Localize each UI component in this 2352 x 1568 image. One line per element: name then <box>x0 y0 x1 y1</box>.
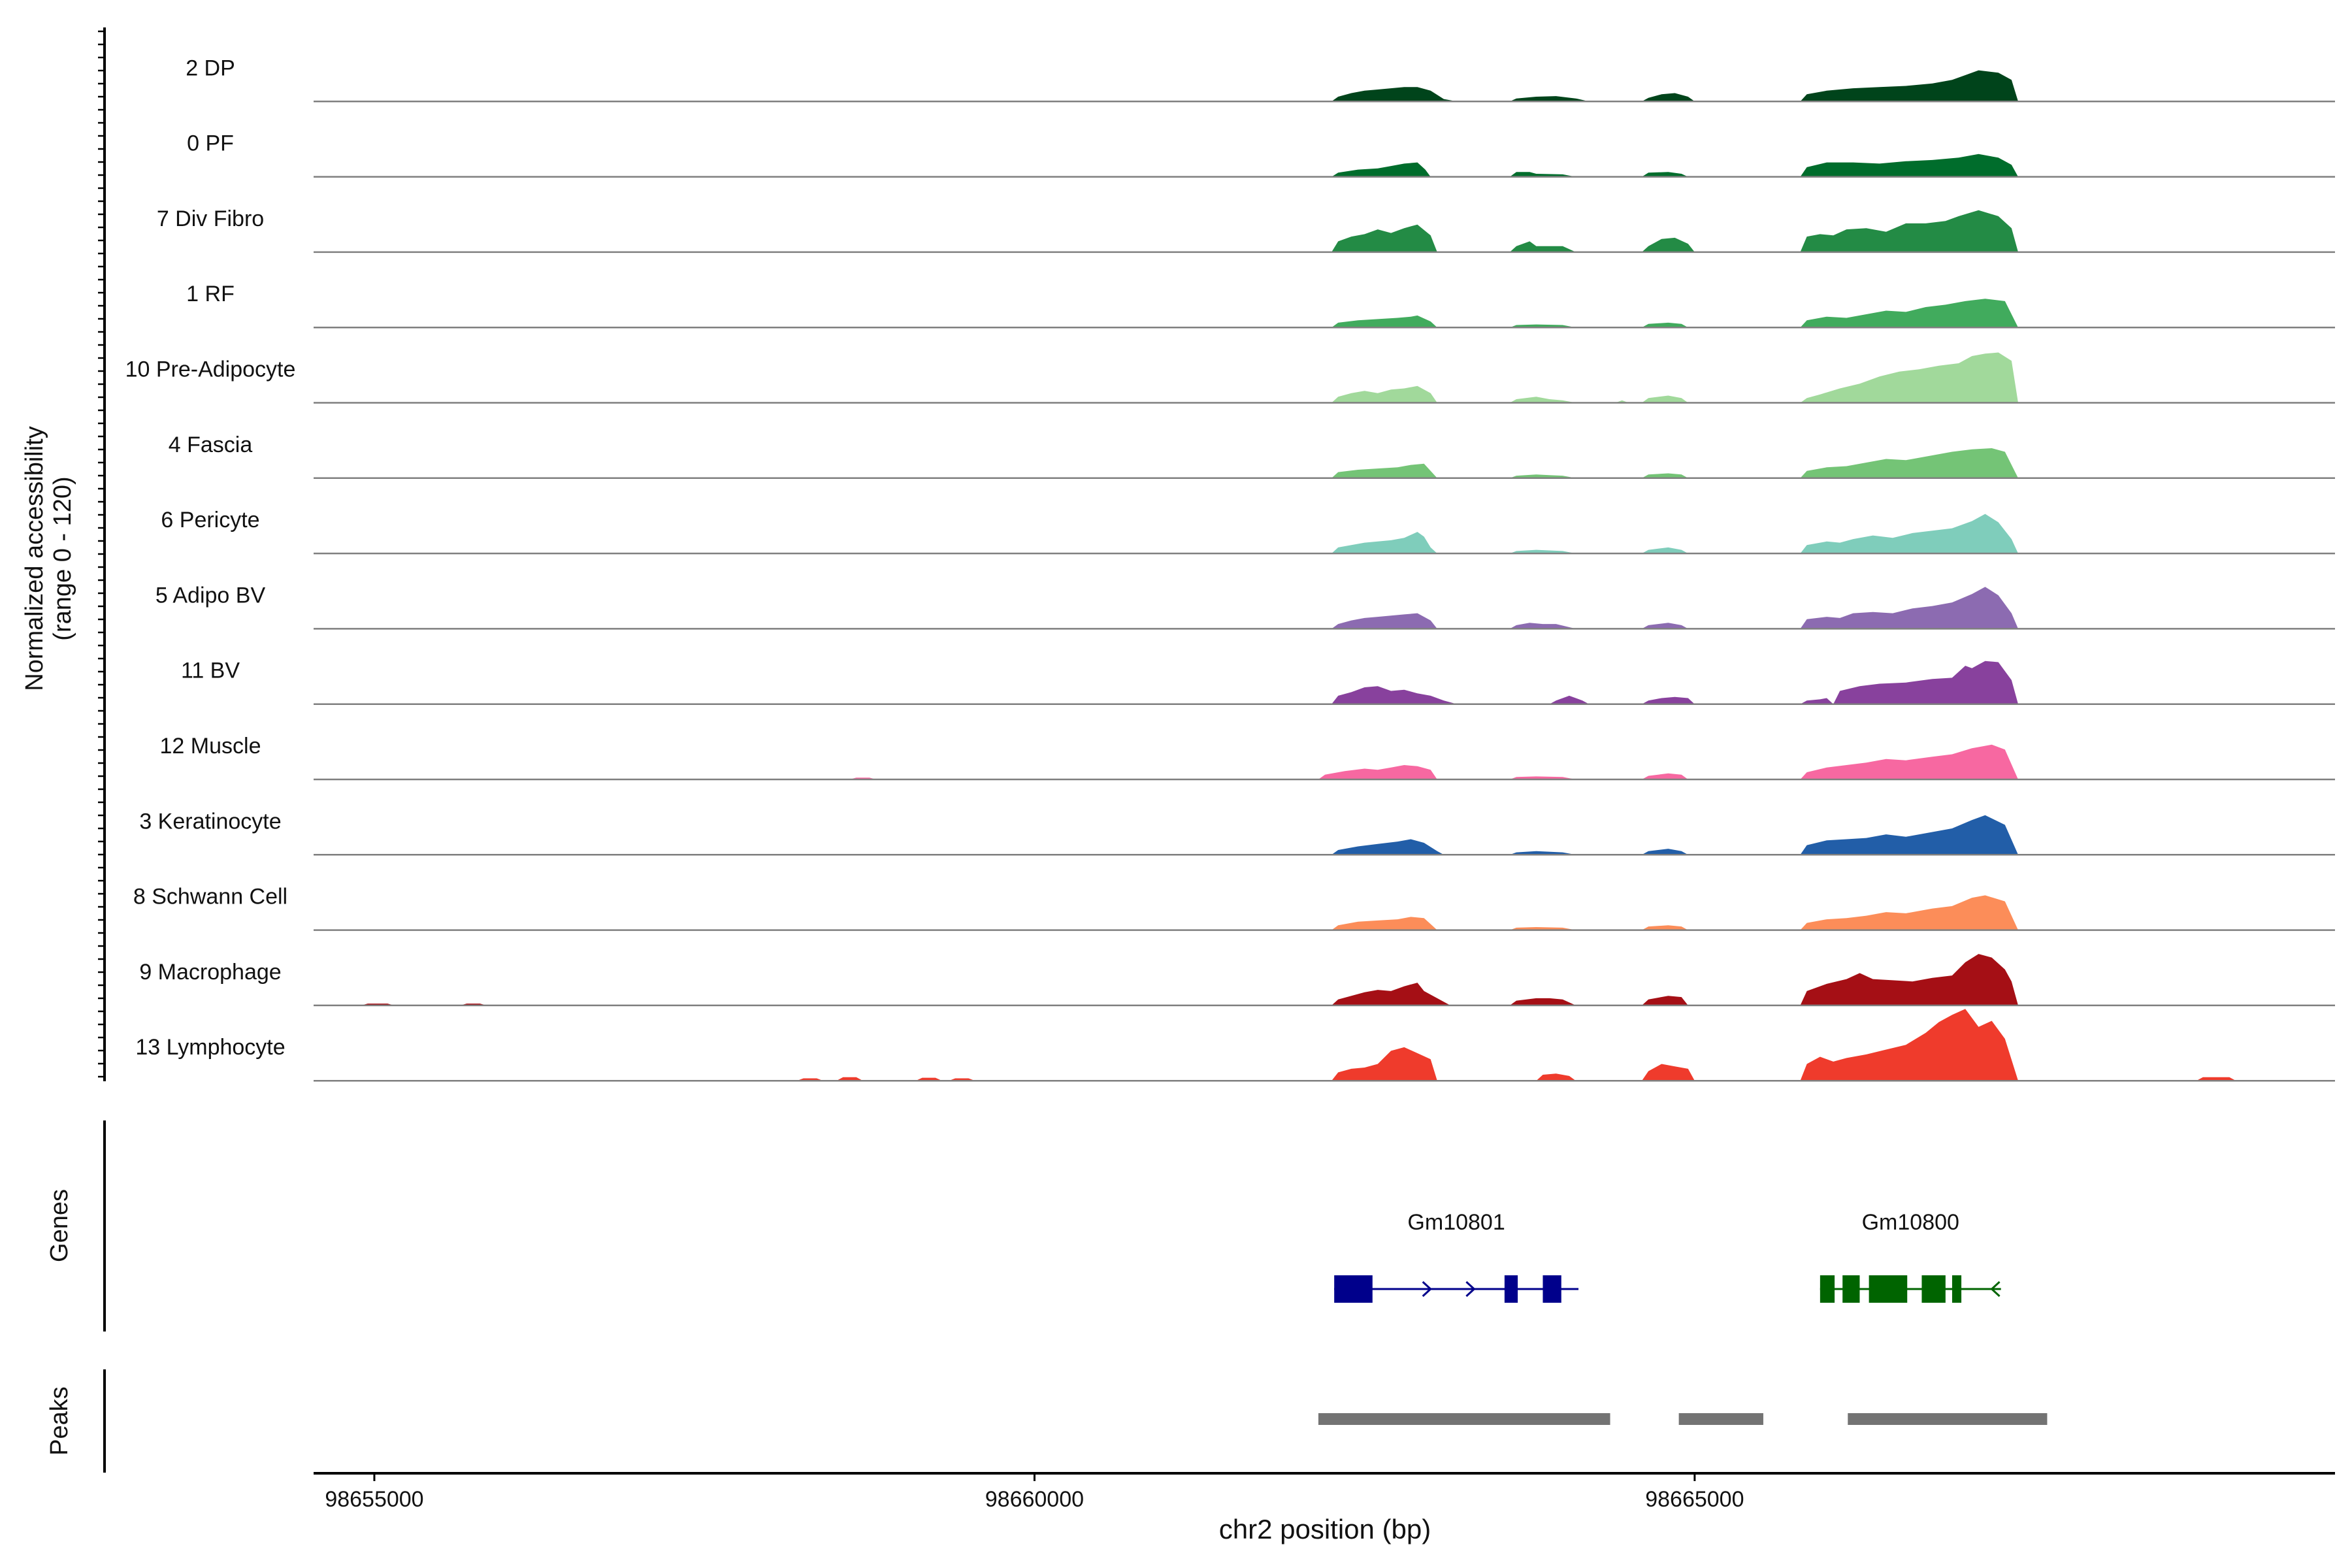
track-label: 10 Pre-Adipocyte <box>125 357 296 382</box>
track: 10 Pre-Adipocyte <box>125 352 2335 404</box>
track: 3 Keratinocyte <box>139 809 2335 856</box>
track-area <box>1331 448 2018 478</box>
track-label: 8 Schwann Cell <box>133 885 287 909</box>
track-area <box>1331 154 2018 177</box>
track-label: 12 Muscle <box>160 734 261 759</box>
track: 11 BV <box>181 659 2335 705</box>
track-label: 4 Fascia <box>169 433 253 457</box>
track: 2 DP <box>186 56 2335 103</box>
y-axis <box>98 27 106 1081</box>
gene-label: Gm10801 <box>1407 1210 1505 1235</box>
gene-exon <box>1952 1275 1962 1303</box>
gene-exon <box>1921 1275 1946 1303</box>
track-label: 11 BV <box>181 659 240 683</box>
track-label: 0 PF <box>187 131 234 156</box>
track-area <box>849 744 2018 779</box>
track-area <box>1331 815 2018 855</box>
x-tick-label: 98660000 <box>985 1487 1084 1512</box>
track-area <box>1331 514 2018 554</box>
track-label: 7 Div Fibro <box>157 206 264 231</box>
track: 4 Fascia <box>169 433 2335 480</box>
track-area <box>796 1009 2236 1081</box>
peaks-panel: Peaks <box>46 1369 2048 1473</box>
track-label: 9 Macrophage <box>139 960 281 985</box>
track-label: 5 Adipo BV <box>155 583 266 608</box>
accessibility-tracks: 2 DP 0 PF 7 Div Fibro 1 RF 10 Pre-Adipocyte 4… <box>125 56 2335 1082</box>
track-area <box>1331 299 2018 328</box>
track: 9 Macrophage <box>139 954 2335 1007</box>
y-axis-label-line2: (range 0 - 120) <box>49 476 76 640</box>
track-area <box>361 954 2018 1005</box>
track: 8 Schwann Cell <box>133 885 2335 931</box>
gene-exon <box>1543 1275 1561 1303</box>
track-label: 3 Keratinocyte <box>139 809 281 834</box>
peak <box>1848 1413 2048 1425</box>
genes-panel: Genes Gm10801 Gm10800 <box>46 1120 2001 1331</box>
track: 1 RF <box>186 282 2335 329</box>
gene-exon <box>1820 1275 1835 1303</box>
x-axis: 98655000 98660000 98665000 <box>314 1472 2335 1512</box>
track-area <box>1331 661 2018 704</box>
track-area <box>1331 352 2018 403</box>
gene-strand-arrow <box>1422 1281 1432 1298</box>
track-label: 6 Pericyte <box>161 508 259 532</box>
gene-exon <box>1504 1275 1518 1303</box>
gene-exon <box>1842 1275 1860 1303</box>
track: 5 Adipo BV <box>155 583 2335 630</box>
track-area <box>1331 70 2018 102</box>
gene: Gm10801 <box>1334 1210 1579 1303</box>
gene-strand-arrow <box>1990 1281 2001 1298</box>
track: 12 Muscle <box>160 734 2335 781</box>
track-area <box>1331 587 2018 629</box>
track-label: 13 Lymphocyte <box>135 1035 285 1060</box>
gene-strand-arrow <box>1465 1281 1476 1298</box>
gene-label: Gm10800 <box>1862 1210 1959 1235</box>
track-area <box>1331 210 2018 252</box>
track-area <box>1331 895 2018 930</box>
track-label: 1 RF <box>186 282 235 306</box>
x-tick-label: 98655000 <box>325 1487 423 1512</box>
track: 13 Lymphocyte <box>135 1009 2335 1082</box>
peak <box>1318 1413 1610 1425</box>
peak <box>1678 1413 1763 1425</box>
track: 0 PF <box>187 131 2335 178</box>
gene-exon <box>1869 1275 1908 1303</box>
gene: Gm10800 <box>1820 1210 2001 1303</box>
x-axis-label: chr2 position (bp) <box>1219 1514 1431 1544</box>
gene-strand-arrow <box>1335 1281 1345 1298</box>
track-label: 2 DP <box>186 56 235 80</box>
track: 6 Pericyte <box>161 508 2335 555</box>
x-tick-label: 98665000 <box>1645 1487 1744 1512</box>
y-axis-label-line1: Normalized accessibility <box>21 426 48 691</box>
peaks-label: Peaks <box>46 1386 73 1456</box>
genes-label: Genes <box>46 1189 73 1262</box>
gene-exon <box>1334 1275 1373 1303</box>
track: 7 Div Fibro <box>157 206 2335 253</box>
